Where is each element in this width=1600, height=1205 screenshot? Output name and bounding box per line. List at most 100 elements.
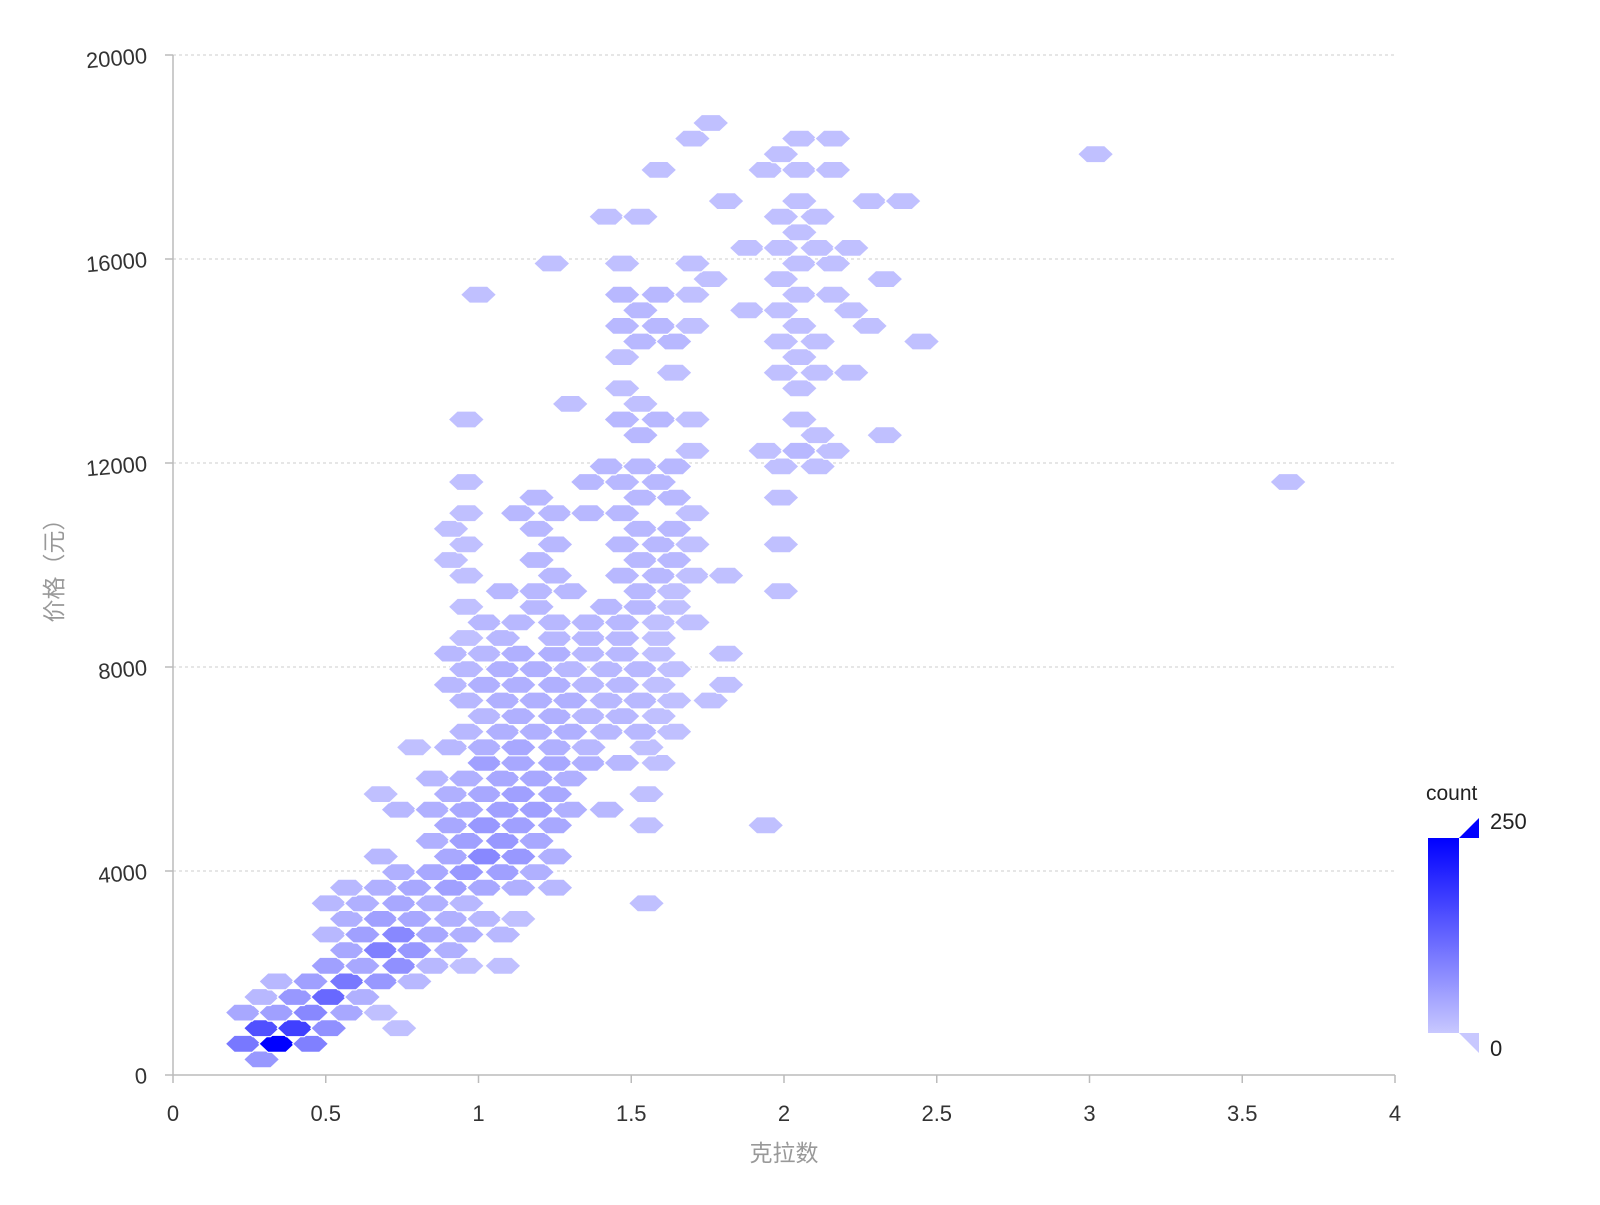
hex-bin-279 <box>639 160 678 179</box>
hex-bin-33 <box>343 925 382 944</box>
hex-bin-154 <box>536 628 574 648</box>
hex-bin-110 <box>517 722 556 741</box>
hex-bin-186 <box>447 535 486 554</box>
hex-bin-237 <box>780 348 819 367</box>
hex-bin-187 <box>536 535 574 554</box>
hex-bin-120 <box>639 706 678 726</box>
hex-bin-79 <box>447 800 486 819</box>
hex-bin-166 <box>517 597 556 616</box>
hex-bin-285 <box>673 129 712 148</box>
hex-bin-50 <box>328 878 366 897</box>
x-tick-label-4: 2 <box>778 1101 790 1126</box>
hex-bin-268 <box>798 238 837 257</box>
hex-bin-94 <box>551 769 590 788</box>
hex-bin-113 <box>621 722 660 741</box>
hex-bin-22 <box>309 956 348 975</box>
hex-bin-127 <box>655 691 693 710</box>
x-tick-label-0: 0 <box>167 1101 179 1126</box>
hex-bin-220 <box>621 426 660 445</box>
hex-bin-20 <box>361 972 400 991</box>
hex-bin-146 <box>499 644 538 663</box>
hex-bin-83 <box>587 800 626 819</box>
hex-bin-13 <box>242 987 281 1007</box>
hex-bin-37 <box>484 925 522 944</box>
hex-bin-183 <box>517 550 556 570</box>
hex-bin-82 <box>551 800 590 819</box>
hex-bin-111 <box>551 722 590 741</box>
hex-bin-51 <box>361 878 400 897</box>
hex-bin-241 <box>798 332 837 351</box>
hex-bin-96 <box>499 753 538 773</box>
hex-bin-223 <box>447 410 486 429</box>
hex-bin-63 <box>432 847 470 866</box>
hex-bin-283 <box>1076 145 1115 164</box>
hex-bin-248 <box>621 301 660 320</box>
hex-bin-105 <box>536 738 574 757</box>
hex-bin-69 <box>484 831 522 851</box>
hex-bin-123 <box>517 691 556 710</box>
hex-bin-117 <box>536 706 574 726</box>
hex-bin-6 <box>309 1019 348 1038</box>
hex-bin-108 <box>447 722 486 741</box>
legend-min-handle[interactable] <box>1459 1033 1479 1053</box>
hex-bin-42 <box>465 909 504 929</box>
hex-bin-234 <box>798 363 837 382</box>
hex-bin-19 <box>328 972 366 991</box>
hex-bin-151 <box>707 644 745 663</box>
hex-bin-45 <box>343 894 382 913</box>
hex-bin-145 <box>465 644 504 663</box>
hex-bin-185 <box>655 550 693 570</box>
hex-bin-252 <box>459 285 498 304</box>
hex-bin-169 <box>655 597 693 616</box>
hex-bin-219 <box>814 441 852 460</box>
hex-bin-264 <box>780 254 819 273</box>
hex-bin-90 <box>413 769 452 788</box>
hex-bin-73 <box>499 816 538 835</box>
hex-bin-135 <box>639 675 678 694</box>
hex-bin-204 <box>655 488 693 507</box>
hex-bin-138 <box>484 660 522 679</box>
y-tick-label-3: 12000 <box>85 451 148 481</box>
hex-bin-194 <box>621 519 660 538</box>
hex-bin-78 <box>413 800 452 819</box>
hex-bin-278 <box>884 192 922 211</box>
hex-bin-224 <box>603 410 641 429</box>
hex-bin-15 <box>309 987 348 1007</box>
hex-bin-188 <box>603 535 641 554</box>
hex-bin-59 <box>447 862 486 882</box>
y-tick-label-4: 16000 <box>85 247 148 277</box>
hex-bin-66 <box>536 847 574 866</box>
hex-bin-139 <box>517 660 556 679</box>
hex-bin-214 <box>762 457 800 476</box>
hex-bin-218 <box>780 441 819 460</box>
hex-bin-256 <box>780 285 819 304</box>
hex-bin-233 <box>762 363 800 382</box>
hex-bin-109 <box>484 722 522 741</box>
hex-bin-88 <box>536 784 574 804</box>
hex-bin-124 <box>551 691 590 710</box>
hex-bin-221 <box>798 426 837 445</box>
hex-bin-27 <box>484 956 522 975</box>
hex-bin-158 <box>465 613 504 632</box>
x-tick-label-6: 3 <box>1083 1101 1095 1126</box>
hex-bin-216 <box>673 441 712 460</box>
hex-bin-115 <box>465 706 504 726</box>
hex-bin-99 <box>603 753 641 773</box>
hex-bin-255 <box>673 285 712 304</box>
hex-bin-84 <box>361 784 400 804</box>
hex-bin-57 <box>380 862 418 882</box>
hex-bin-71 <box>432 816 470 835</box>
x-tick-label-1: 0.5 <box>310 1101 341 1126</box>
hex-bin-125 <box>587 691 626 710</box>
legend-max-handle[interactable] <box>1459 818 1479 838</box>
hex-bin-80 <box>484 800 522 819</box>
hex-bin-95 <box>465 753 504 773</box>
hex-bin-284 <box>762 145 800 164</box>
hex-bin-267 <box>762 238 800 257</box>
hex-bin-231 <box>780 379 819 398</box>
hex-bin-272 <box>621 207 660 226</box>
hex-bin-81 <box>517 800 556 819</box>
hex-bin-54 <box>465 878 504 897</box>
hex-bin-159 <box>499 613 538 632</box>
hex-bin-210 <box>1269 472 1307 492</box>
